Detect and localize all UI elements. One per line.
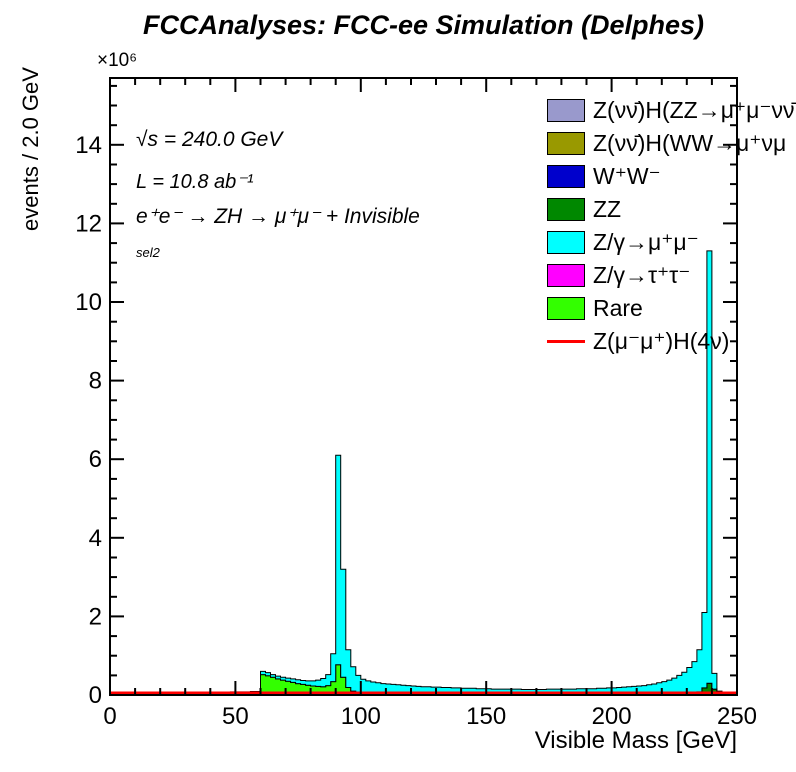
legend-color-swatch [547, 198, 585, 221]
legend-color-swatch [547, 132, 585, 155]
legend-line-marker [547, 340, 585, 343]
legend-item-label: W⁺W⁻ [593, 163, 661, 189]
annotation-selection: sel2 [136, 245, 160, 260]
annotation-energy: √s = 240.0 GeV [136, 128, 283, 151]
legend-item-ztautau: Z/γ→τ⁺τ⁻ [547, 259, 795, 292]
plot-frame [109, 77, 738, 696]
y-axis-exponent: ×10⁶ [97, 50, 138, 71]
y-tick-label: 0 [89, 682, 102, 709]
x-tick-label: 0 [103, 703, 116, 730]
x-tick-label: 250 [717, 703, 757, 730]
y-tick-label: 12 [75, 210, 102, 237]
legend-item-ww: W⁺W⁻ [547, 160, 795, 193]
y-tick-label: 2 [89, 603, 102, 630]
legend-item-signal: Z(μ⁻μ⁺)H(4ν) [547, 325, 795, 358]
legend-color-swatch [547, 231, 585, 254]
plot-title: FCCAnalyses: FCC-ee Simulation (Delphes) [142, 10, 705, 40]
x-axis-title: Visible Mass [GeV] [534, 727, 737, 754]
legend-item-label: Rare [593, 295, 643, 321]
y-tick-label: 4 [89, 525, 102, 552]
x-tick-label: 100 [341, 703, 381, 730]
legend-item-label: Z(μ⁻μ⁺)H(4ν) [593, 328, 730, 354]
y-tick-label: 14 [75, 132, 102, 159]
legend-item-zz: ZZ [547, 193, 795, 226]
x-tick-label: 50 [222, 703, 249, 730]
legend-item-znnh_ww: Z(νν̄)H(WW→μ⁺νμ [547, 127, 795, 160]
legend-color-swatch [547, 165, 585, 188]
x-tick-label: 150 [466, 703, 506, 730]
legend-item-label: Z(νν̄)H(WW→μ⁺νμ [593, 130, 787, 156]
y-axis-title: events / 2.0 GeV [18, 67, 43, 231]
legend-item-znnh_zz: Z(νν̄)H(ZZ→μ⁺μ⁻νν̄ [547, 94, 795, 127]
legend-color-swatch [547, 264, 585, 287]
legend-item-label: ZZ [593, 196, 622, 222]
legend-item-label: Z/γ→τ⁺τ⁻ [593, 262, 691, 288]
x-tick-label: 200 [592, 703, 632, 730]
histogram-zmumu [110, 250, 738, 696]
legend-item-label: Z/γ→μ⁺μ⁻ [593, 229, 699, 255]
annotation-process: e⁺e⁻ → ZH → μ⁺μ⁻ + Invisible [136, 205, 420, 228]
legend-item-label: Z(νν̄)H(ZZ→μ⁺μ⁻νν̄ [593, 97, 795, 123]
y-tick-label: 8 [89, 368, 102, 395]
y-tick-label: 6 [89, 446, 102, 473]
legend-color-swatch [547, 99, 585, 122]
annotation-luminosity: L = 10.8 ab⁻¹ [136, 171, 254, 193]
legend-item-rare: Rare [547, 292, 795, 325]
legend: Z(νν̄)H(ZZ→μ⁺μ⁻νν̄ Z(νν̄)H(WW→μ⁺νμ W⁺W⁻ ZZ Z… [547, 94, 795, 358]
legend-item-zmumu: Z/γ→μ⁺μ⁻ [547, 226, 795, 259]
legend-color-swatch [547, 297, 585, 320]
y-tick-label: 10 [75, 289, 102, 316]
